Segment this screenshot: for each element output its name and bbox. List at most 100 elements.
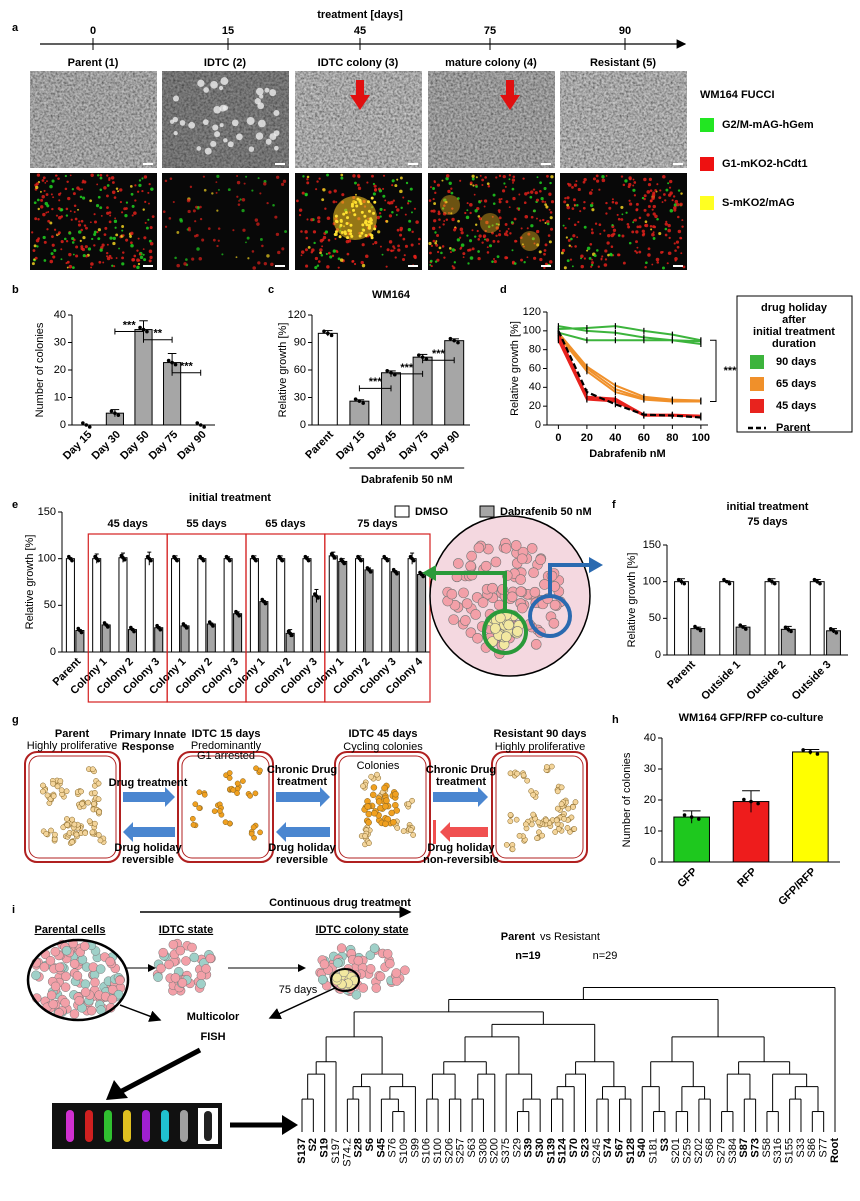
fluor-dot [440, 251, 443, 255]
fluor-dot [435, 243, 439, 247]
fluor-dot [620, 205, 624, 209]
fluor-dot [73, 211, 76, 214]
bar [381, 558, 391, 653]
chromosome [104, 1110, 112, 1142]
cell [50, 946, 61, 957]
cell [247, 793, 253, 799]
fluor-dot [643, 208, 647, 212]
fluor-dot [370, 236, 374, 240]
fluor-dot [272, 203, 275, 207]
fluor-dot [450, 191, 454, 195]
cell [515, 586, 527, 597]
cell [61, 945, 72, 956]
fluor-dot [39, 190, 42, 193]
fluor-dot [374, 241, 378, 245]
fluor-dot [432, 187, 436, 190]
fluor-dot [664, 222, 668, 226]
fluor-dot [628, 177, 632, 181]
fluor-dot [460, 243, 465, 247]
fluor-dot [369, 233, 373, 237]
cell [514, 770, 520, 777]
timeline-tick-label: 15 [222, 25, 234, 37]
line [557, 339, 701, 418]
y-tick-label: 0 [650, 856, 656, 868]
leaf-label: S73 [750, 1138, 762, 1158]
bar [412, 356, 433, 426]
cell [534, 835, 540, 842]
cell [71, 821, 78, 828]
fluor-dot [324, 230, 329, 234]
bar [792, 751, 829, 863]
fluor-dot [546, 174, 549, 178]
fluor-dot [82, 236, 86, 240]
fluor-dot [667, 223, 671, 228]
leaf-label: S6 [364, 1138, 376, 1151]
fluor-dot [72, 253, 75, 256]
cell [170, 973, 181, 983]
cell [528, 567, 539, 579]
fluor-dot [176, 231, 180, 234]
colony-ring [330, 968, 360, 992]
fluor-dot [591, 258, 593, 261]
legend-swatch [700, 196, 714, 210]
leaf-label: S181 [647, 1138, 659, 1164]
fluor-dot [31, 262, 35, 266]
replicate-dot [818, 581, 822, 586]
fluor-dot [176, 263, 180, 268]
fluor-dot [199, 205, 202, 209]
fluor-dot [66, 260, 70, 264]
fluor-dot [411, 230, 414, 234]
fluor-dot [373, 184, 377, 188]
fluor-dot [664, 233, 668, 237]
replicate-dot [357, 399, 362, 403]
fluor-dot [616, 213, 619, 216]
fluor-dot [566, 203, 569, 207]
fluor-dot [432, 239, 436, 243]
cell [95, 796, 102, 803]
cell [234, 790, 240, 797]
replicate-dot [202, 425, 206, 429]
fluor-dot [550, 200, 555, 204]
fluor-dot [43, 240, 47, 244]
fluor-dot [465, 215, 470, 220]
fluor-dot [115, 233, 119, 237]
fluor-dot [430, 209, 434, 213]
fluor-dot [49, 221, 53, 225]
replicate-dot [289, 633, 294, 638]
fluor-dot [138, 253, 142, 256]
replicate-dot [109, 409, 114, 413]
fluor-dot [254, 218, 259, 222]
replicate-dot [812, 577, 817, 582]
fluor-dot [527, 191, 530, 194]
fluor-dot [57, 207, 61, 211]
cell [371, 809, 378, 817]
fluor-dot [644, 224, 647, 227]
fluor-dot [574, 245, 577, 248]
fluor-dot [357, 186, 362, 191]
y-tick-label: 60 [529, 362, 541, 374]
bar [328, 555, 338, 653]
fluor-dot [491, 260, 494, 263]
fluor-dot [392, 249, 395, 252]
fluor-dot [459, 247, 462, 250]
fluor-dot [212, 238, 216, 242]
cell [515, 574, 526, 585]
cell [74, 995, 84, 1006]
chart-title: 75 days [747, 516, 787, 528]
fluor-dot [664, 227, 668, 231]
fluor-dot [441, 207, 445, 210]
fluor-dot [667, 182, 670, 185]
fluor-dot [654, 214, 658, 219]
fluor-dot [51, 207, 54, 211]
fluor-dot [73, 204, 77, 207]
green-arrow [430, 571, 507, 611]
fluor-dot [242, 228, 246, 232]
fluor-dot [373, 200, 377, 204]
cell [64, 822, 71, 828]
fluor-dot [65, 262, 68, 265]
cell [240, 778, 246, 784]
brightfield-image [30, 71, 157, 168]
replicate-dot [184, 626, 189, 630]
cell [273, 130, 280, 137]
replicate-dot [84, 423, 89, 427]
